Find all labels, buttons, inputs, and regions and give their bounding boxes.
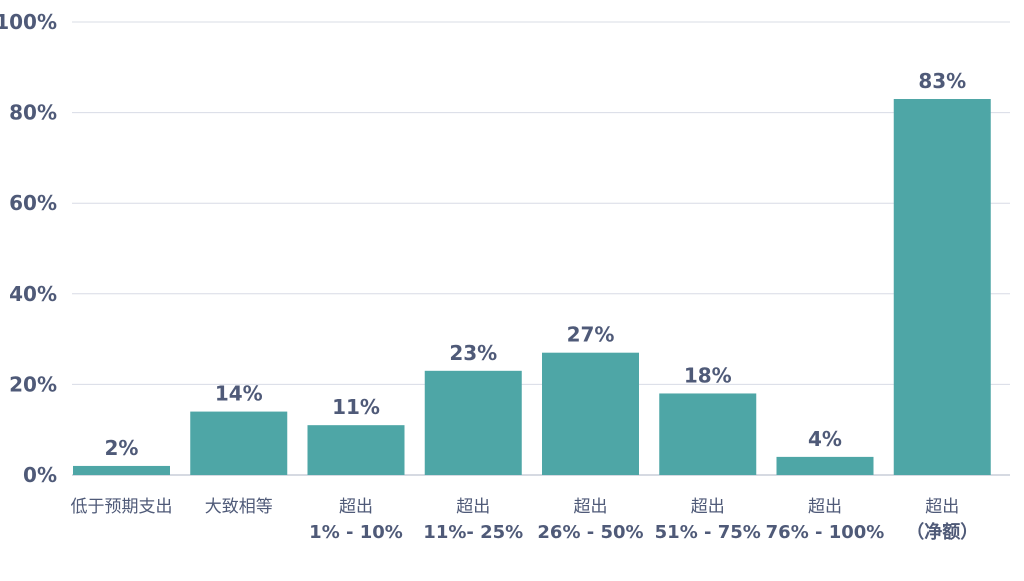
bar [542, 352, 639, 475]
data-label: 4% [808, 427, 842, 451]
x-tick-label: 低于预期支出 [71, 497, 173, 517]
bar [307, 425, 405, 475]
bars [73, 99, 991, 475]
data-label: 23% [449, 341, 497, 365]
y-tick-label: 40% [9, 282, 57, 306]
bar [73, 465, 170, 475]
bar [776, 456, 874, 475]
data-label: 27% [567, 323, 615, 347]
x-tick-label: （净额） [906, 521, 978, 543]
bar [893, 99, 991, 475]
x-tick-label: 26% - 50% [537, 522, 643, 543]
x-tick-label: 超出 [456, 497, 490, 517]
bar [424, 370, 522, 475]
x-tick-label: 超出 [808, 497, 842, 517]
data-label: 18% [684, 363, 732, 387]
x-tick-label: 51% - 75% [655, 522, 761, 543]
data-label: 11% [332, 395, 380, 419]
x-tick-label: 1% - 10% [309, 522, 403, 543]
gridlines [72, 21, 1010, 476]
bar [190, 411, 288, 475]
y-tick-label: 20% [9, 372, 57, 396]
data-label: 2% [105, 436, 139, 460]
x-tick-label: 超出 [925, 497, 959, 517]
x-tick-label: 超出 [574, 497, 608, 517]
y-tick-label: 80% [9, 101, 57, 125]
value-labels: 2% 14% 11% 23% 27% 18% 4% 83% [105, 69, 967, 460]
x-tick-label: 超出 [691, 497, 725, 517]
x-tick-label: 大致相等 [205, 497, 273, 517]
y-axis-ticks: 0% 20% 40% 60% 80% 100% [0, 10, 57, 487]
x-tick-label: 超出 [339, 497, 373, 517]
y-tick-label: 60% [9, 191, 57, 215]
bar [659, 393, 757, 475]
data-label: 14% [215, 382, 263, 406]
y-tick-label: 0% [23, 463, 57, 487]
y-tick-label: 100% [0, 10, 57, 34]
x-tick-label: 11%- 25% [423, 522, 523, 543]
data-label: 83% [918, 69, 966, 93]
category-labels: 低于预期支出 大致相等 超出 1% - 10% 超出 11%- 25% 超出 26% - 50… [71, 497, 979, 543]
x-tick-label: 76% - 100% [766, 522, 885, 543]
